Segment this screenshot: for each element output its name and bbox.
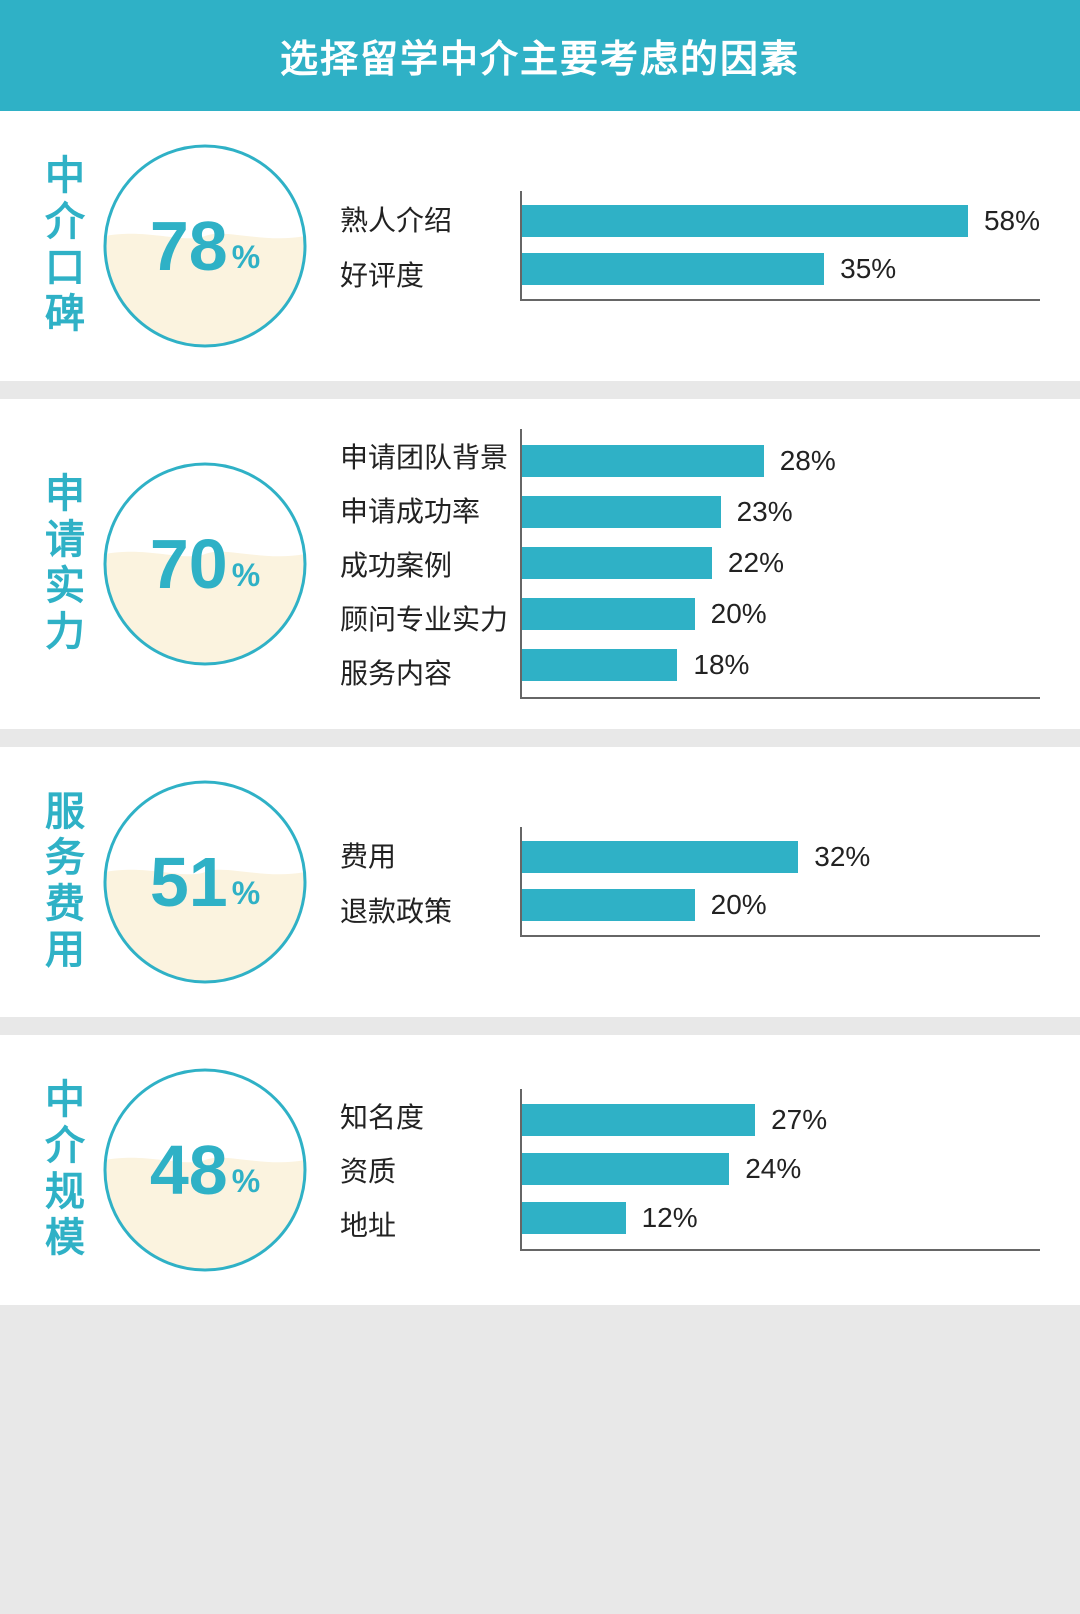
bar-value: 18%: [693, 649, 749, 681]
bar-label: 申请团队背景: [340, 434, 520, 478]
percent-sign: %: [232, 239, 260, 276]
bar-chart: 32% 20%: [520, 827, 1040, 937]
percent-circle: 78%: [100, 141, 310, 351]
bar-value: 22%: [728, 547, 784, 579]
bar: [522, 547, 712, 579]
percent-sign: %: [232, 875, 260, 912]
bar-chart-area: 知名度资质地址 27% 24% 12%: [340, 1089, 1040, 1251]
bar-row: 24%: [522, 1147, 1040, 1191]
section: 服务费用 51% 费用退款政策 32% 20%: [0, 747, 1080, 1017]
section: 申请实力 70%申请团队背景申请成功率成功案例顾问专业实力服务内容28%23%2…: [0, 399, 1080, 729]
percent-sign: %: [232, 557, 260, 594]
bar-value: 32%: [814, 841, 870, 873]
bar: [522, 1153, 729, 1185]
percent-sign: %: [232, 1163, 260, 1200]
circle-percent-value: 48: [150, 1130, 228, 1210]
bar: [522, 1104, 755, 1136]
bar-labels-column: 申请团队背景申请成功率成功案例顾问专业实力服务内容: [340, 429, 520, 699]
bar: [522, 841, 798, 873]
bar-row: 23%: [522, 490, 1040, 534]
bar: [522, 649, 677, 681]
bar-value: 27%: [771, 1104, 827, 1136]
bar-row: 32%: [522, 835, 1040, 879]
circle-percent-value: 51: [150, 842, 228, 922]
bar-label: 退款政策: [340, 888, 520, 932]
bar-chart: 58% 35%: [520, 191, 1040, 301]
bar-row: 28%: [522, 439, 1040, 483]
bar: [522, 889, 695, 921]
bar-label: 顾问专业实力: [340, 596, 520, 640]
bar-value: 24%: [745, 1153, 801, 1185]
bar-row: 58%: [522, 199, 1040, 243]
bar-chart-area: 熟人介绍好评度 58% 35%: [340, 191, 1040, 301]
bar-labels-column: 费用退款政策: [340, 827, 520, 937]
page-title: 选择留学中介主要考虑的因素: [0, 0, 1080, 111]
bar-chart: 28% 23% 22% 20% 18%: [520, 429, 1040, 699]
bar-label: 申请成功率: [340, 488, 520, 532]
bar-value: 23%: [737, 496, 793, 528]
bar-value: 58%: [984, 205, 1040, 237]
bar-value: 20%: [711, 598, 767, 630]
bar: [522, 205, 968, 237]
bar-label: 费用: [340, 833, 520, 877]
bar-row: 27%: [522, 1098, 1040, 1142]
bar-labels-column: 知名度资质地址: [340, 1089, 520, 1251]
bar-row: 18%: [522, 643, 1040, 687]
bar-chart: 27% 24% 12%: [520, 1089, 1040, 1251]
bar-value: 28%: [780, 445, 836, 477]
section: 中介口碑 78% 熟人介绍好评度 58% 35%: [0, 111, 1080, 381]
bar: [522, 253, 824, 285]
category-label: 申请实力: [30, 472, 90, 656]
bar-label: 地址: [340, 1202, 520, 1246]
category-label: 中介口碑: [30, 154, 90, 338]
bar: [522, 496, 721, 528]
bar-row: 35%: [522, 247, 1040, 291]
bar-value: 12%: [642, 1202, 698, 1234]
bar-label: 熟人介绍: [340, 197, 520, 241]
bar-chart-area: 费用退款政策 32% 20%: [340, 827, 1040, 937]
bar-row: 12%: [522, 1196, 1040, 1240]
bar-label: 知名度: [340, 1094, 520, 1138]
percent-circle: 51%: [100, 777, 310, 987]
circle-percent-value: 70: [150, 524, 228, 604]
bar: [522, 598, 695, 630]
bar-row: 22%: [522, 541, 1040, 585]
category-label: 服务费用: [30, 790, 90, 974]
section: 中介规模 48%知名度资质地址27%24%12%: [0, 1035, 1080, 1305]
percent-circle: 48%: [100, 1065, 310, 1275]
bar-label: 资质: [340, 1148, 520, 1192]
sections-container: 中介口碑 78%熟人介绍好评度58%35%申请实力 70%申请团队背景申请成功率…: [0, 111, 1080, 1305]
bar-label: 好评度: [340, 252, 520, 296]
bar-chart-area: 申请团队背景申请成功率成功案例顾问专业实力服务内容 28% 23% 22% 20% 18%: [340, 429, 1040, 699]
bar-row: 20%: [522, 592, 1040, 636]
bar-label: 成功案例: [340, 542, 520, 586]
bar-labels-column: 熟人介绍好评度: [340, 191, 520, 301]
bar-row: 20%: [522, 883, 1040, 927]
bar: [522, 445, 764, 477]
bar-value: 20%: [711, 889, 767, 921]
bar-value: 35%: [840, 253, 896, 285]
percent-circle: 70%: [100, 459, 310, 669]
bar: [522, 1202, 626, 1234]
bar-label: 服务内容: [340, 650, 520, 694]
category-label: 中介规模: [30, 1078, 90, 1262]
circle-percent-value: 78: [150, 206, 228, 286]
